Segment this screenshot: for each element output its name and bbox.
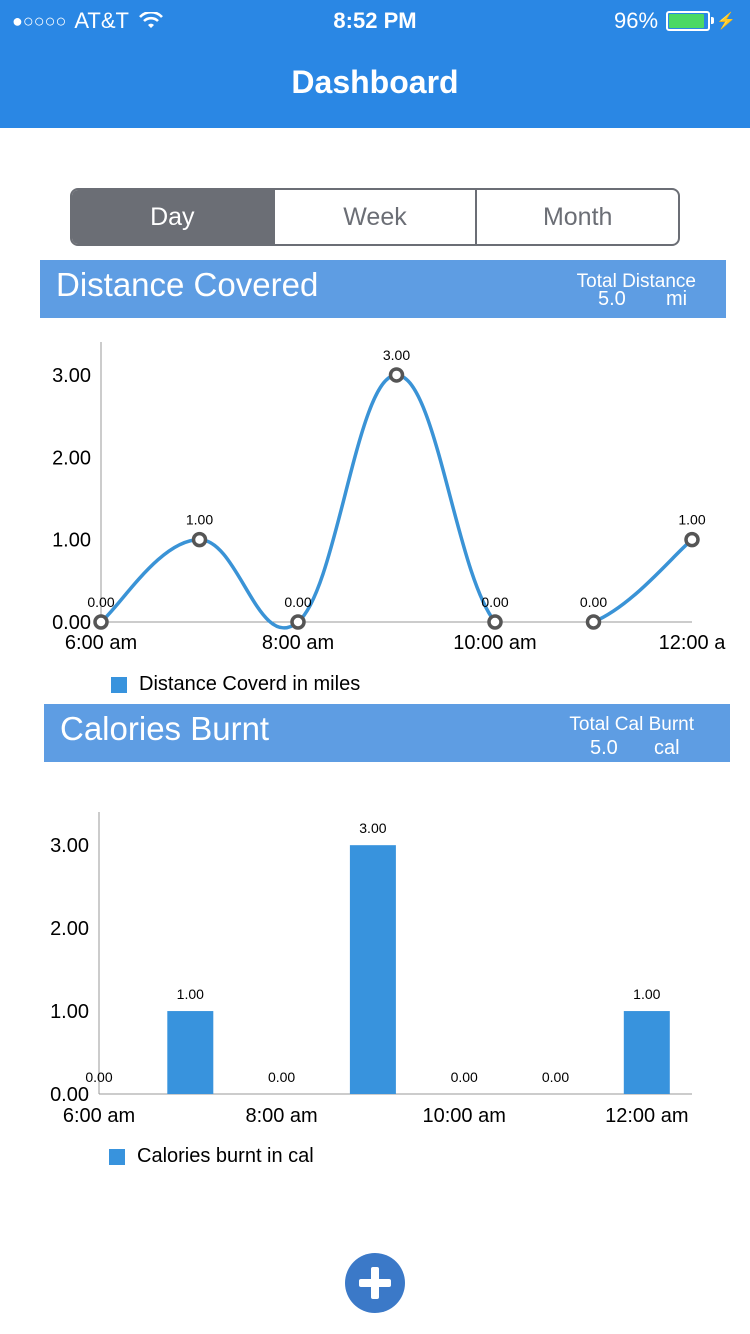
data-label: 0.00 — [481, 594, 508, 610]
battery-percent: 96% — [614, 8, 659, 33]
y-tick-label: 1.00 — [52, 530, 91, 552]
distance-legend-label: Distance Coverd in miles — [139, 673, 361, 695]
distance-series-line — [99, 373, 694, 630]
y-tick-label: 0.00 — [50, 1084, 89, 1106]
signal-strength: ●○○○○ — [12, 10, 67, 31]
calories-total-unit: cal — [654, 737, 680, 759]
x-tick-label: 6:00 am — [65, 632, 137, 654]
y-tick-label: 3.00 — [50, 835, 89, 857]
data-label: 0.00 — [542, 1069, 569, 1085]
charging-icon: ⚡ — [716, 13, 736, 30]
calories-total-value: 5.0 — [590, 737, 618, 759]
legend-swatch — [111, 676, 127, 693]
data-label: 0.00 — [87, 594, 114, 610]
battery-icon — [666, 11, 715, 31]
calories-header: Calories Burnt Total Cal Burnt 5.0 cal — [44, 704, 730, 762]
calories-legend: Calories burnt in cal — [109, 1145, 314, 1168]
carrier-label: AT&T — [74, 8, 129, 33]
bar — [623, 1011, 670, 1094]
data-label: 0.00 — [580, 594, 607, 610]
calories-title: Calories Burnt — [60, 710, 270, 747]
data-label: 1.00 — [177, 986, 204, 1002]
distance-title: Distance Covered — [56, 266, 319, 303]
status-bar: ●○○○○ AT&T 8:52 PM 96% ⚡ — [0, 0, 750, 40]
distance-legend: Distance Coverd in miles — [111, 673, 360, 696]
x-tick-label: 10:00 am — [453, 632, 536, 654]
distance-header: Distance Covered Total Distance 5.0 mi — [40, 260, 726, 318]
distance-total-label: Total Distance — [576, 271, 696, 292]
segment-month[interactable]: Month — [475, 190, 678, 244]
legend-swatch — [109, 1148, 125, 1165]
x-tick-label: 10:00 am — [423, 1105, 506, 1127]
y-tick-label: 1.00 — [50, 1001, 89, 1023]
data-label: 3.00 — [359, 820, 386, 836]
data-point — [684, 531, 700, 548]
data-label: 1.00 — [633, 986, 660, 1002]
calories-bar-chart: 0.001.002.003.000.001.000.003.000.00 0.00… — [50, 812, 692, 1127]
x-tick-label: 8:00 am — [262, 632, 334, 654]
data-point — [585, 614, 602, 630]
data-label: 0.00 — [284, 594, 311, 610]
x-tick-label: 12:00 am — [605, 1105, 688, 1127]
calories-total-label: Total Cal Burnt — [569, 714, 694, 735]
segment-week[interactable]: Week — [272, 190, 476, 244]
data-label: 1.00 — [186, 512, 213, 528]
bar — [167, 1011, 214, 1094]
data-point — [487, 614, 503, 630]
calories-legend-label: Calories burnt in cal — [137, 1145, 314, 1167]
data-point — [290, 614, 306, 630]
x-tick-label: 8:00 am — [245, 1105, 317, 1127]
y-tick-label: 3.00 — [52, 365, 91, 387]
data-label: 0.00 — [85, 1069, 112, 1085]
page-title: Dashboard — [291, 64, 459, 100]
bar — [349, 845, 396, 1094]
distance-line-chart: 0.00 1.00 2.00 3.00 0.00 1.00 0.00 3.00 0.00 0.00… — [52, 342, 727, 654]
x-tick-label: 6:00 am — [63, 1105, 135, 1127]
data-point — [191, 531, 208, 548]
add-entry-button[interactable] — [345, 1253, 405, 1313]
period-segmented-control: Day Week Month — [70, 188, 680, 246]
data-label: 0.00 — [451, 1069, 478, 1085]
status-time: 8:52 PM — [333, 8, 417, 33]
data-label: 0.00 — [268, 1069, 295, 1085]
navigation-bar: ●○○○○ AT&T 8:52 PM 96% ⚡ Dashboard — [0, 0, 750, 128]
y-tick-label: 2.00 — [50, 918, 89, 940]
distance-total-value: 5.0 — [598, 288, 626, 310]
segment-day[interactable]: Day — [72, 190, 273, 244]
distance-total-unit: mi — [666, 288, 688, 310]
y-tick-label: 2.00 — [52, 447, 91, 469]
data-point — [93, 614, 109, 630]
data-label: 1.00 — [678, 512, 705, 528]
wifi-icon — [139, 12, 163, 28]
data-point — [388, 367, 405, 383]
data-label: 3.00 — [383, 347, 410, 363]
x-tick-label: 12:00 a — [659, 632, 727, 654]
y-tick-label: 0.00 — [52, 612, 91, 634]
